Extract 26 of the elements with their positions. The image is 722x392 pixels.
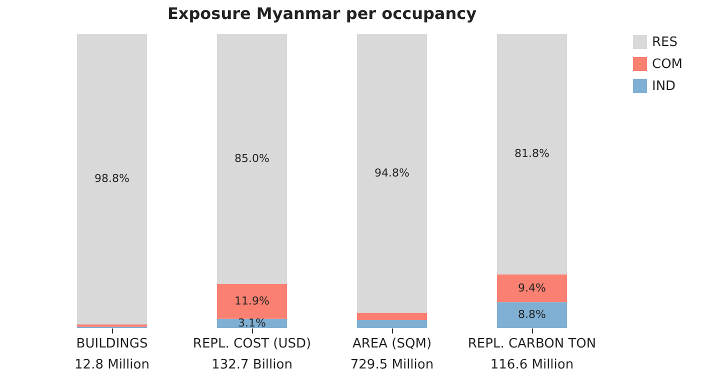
data-label: 11.9% [234,294,270,308]
legend-label: COM [652,57,683,72]
data-label: 8.8% [518,308,546,322]
bar [217,34,287,284]
legend-label: RES [652,35,678,50]
bar [217,284,287,319]
bar [497,302,567,328]
data-label: 94.8% [374,166,410,180]
data-label: 3.1% [238,316,266,330]
data-label: 85.0% [234,152,270,165]
bar [497,274,567,302]
chart-title: Exposure Myanmar per occupancy [167,4,478,23]
x-tick-label: REPL. COST (USD) 132.7 Billion [192,336,312,372]
x-tick-label: BUILDINGS 12.8 Million [74,336,150,372]
bar [77,34,147,324]
data-label: 98.8% [94,172,130,186]
data-label: 9.4% [518,281,546,294]
bar [497,34,567,274]
legend-label: IND [652,79,676,94]
x-tick-label: REPL. CARBON TON 116.6 Million [468,336,596,372]
x-tick-label: AREA (SQM) 729.5 Million [350,336,434,372]
bar [357,312,427,320]
bar [77,324,147,327]
bar [357,34,427,313]
bar [357,320,427,328]
data-label: 81.8% [514,147,550,160]
